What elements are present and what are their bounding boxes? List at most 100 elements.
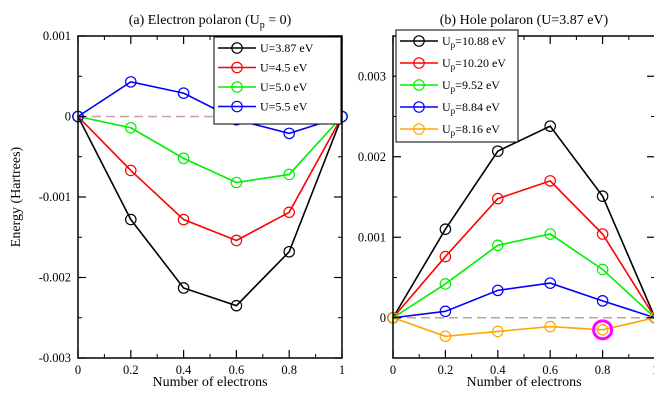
x-tick-label: 0.6 bbox=[542, 363, 558, 377]
data-point bbox=[230, 299, 243, 312]
legend-label: Up=9.52 eV bbox=[442, 78, 500, 94]
series-line-1 bbox=[77, 115, 343, 242]
panel-title-main: (a) Electron polaron (U bbox=[129, 13, 260, 28]
data-point bbox=[439, 278, 452, 290]
panel-title: (a) Electron polaron (Up = 0) bbox=[129, 13, 292, 31]
legend-label-subscript: p bbox=[451, 40, 456, 50]
data-point bbox=[283, 168, 295, 181]
data-point bbox=[596, 324, 609, 336]
data-point bbox=[439, 250, 452, 263]
legend-label-main: U=5.5 eV bbox=[260, 100, 308, 114]
x-axis-title: Number of electrons bbox=[466, 375, 581, 390]
legend-label-main: U=3.87 eV bbox=[260, 41, 314, 55]
legend-label-main: U=5.0 eV bbox=[260, 80, 308, 94]
legend-label-tail: =10.20 eV bbox=[455, 56, 506, 70]
series-line-2 bbox=[77, 115, 343, 184]
data-point bbox=[596, 263, 609, 276]
data-point bbox=[596, 228, 609, 240]
data-point bbox=[544, 120, 556, 132]
data-point bbox=[125, 76, 137, 88]
legend-label-tail: =8.16 eV bbox=[455, 122, 500, 136]
y-tick-label: 0.001 bbox=[43, 29, 71, 43]
highlight-circle bbox=[592, 319, 614, 341]
legend-sample-marker bbox=[413, 35, 425, 47]
y-tick-label: -0.001 bbox=[39, 190, 71, 204]
data-point bbox=[596, 190, 609, 202]
legend-box bbox=[395, 29, 519, 143]
data-point bbox=[125, 164, 137, 177]
legend-sample-marker bbox=[413, 79, 425, 91]
y-tick-label: -0.002 bbox=[39, 271, 71, 285]
legend-label-subscript: p bbox=[451, 128, 456, 138]
y-tick-label: -0.003 bbox=[39, 351, 71, 365]
data-point bbox=[544, 228, 556, 240]
legend-label: U=5.5 eV bbox=[260, 100, 308, 114]
data-point bbox=[230, 176, 243, 189]
chart-panel-0: 0 0.2 0.4 0.6 0.8 1 0.001 0 -0.001 -0.002 -0.003 (a… bbox=[9, 13, 348, 390]
x-tick-label: 0.4 bbox=[490, 363, 506, 377]
legend-sample-marker bbox=[231, 42, 243, 54]
data-point bbox=[125, 213, 137, 226]
chart-panel-1: 0 0.2 0.4 0.6 0.8 1 0.003 0.002 0.001 0 (b) Hole p… bbox=[358, 13, 654, 390]
x-tick-label: 0.6 bbox=[229, 363, 245, 377]
legend-label-main: U bbox=[442, 78, 451, 92]
panel-title-tail: = 0) bbox=[265, 13, 292, 28]
x-tick-label: 0 bbox=[75, 363, 81, 377]
series-line-3 bbox=[77, 81, 343, 135]
x-tick-label: 0 bbox=[390, 363, 396, 377]
data-point bbox=[177, 282, 190, 294]
y-tick-label: 0.002 bbox=[358, 150, 386, 164]
data-point bbox=[177, 87, 190, 99]
data-point bbox=[230, 234, 243, 247]
legend-label-subscript: p bbox=[451, 84, 456, 94]
legend-sample-marker bbox=[413, 101, 425, 113]
x-tick-label: 1 bbox=[339, 363, 345, 377]
x-tick-label: 0.4 bbox=[176, 363, 192, 377]
data-point bbox=[125, 121, 137, 134]
legend-label-subscript: p bbox=[451, 106, 456, 116]
x-tick-label: 0.2 bbox=[123, 363, 139, 377]
legend-label-main: U bbox=[442, 100, 451, 114]
legend-label-main: U bbox=[442, 56, 451, 70]
legend-label-main: U bbox=[442, 122, 451, 136]
x-tick-label: 0.2 bbox=[438, 363, 454, 377]
data-point bbox=[283, 245, 295, 258]
data-point bbox=[491, 145, 504, 157]
series-line-0 bbox=[77, 116, 343, 307]
panel-title: (b) Hole polaron (U=3.87 eV) bbox=[440, 13, 609, 28]
series-line-3 bbox=[392, 282, 654, 319]
legend-label: Up=10.88 eV bbox=[442, 34, 506, 50]
data-point bbox=[544, 175, 556, 187]
x-tick-label: 1 bbox=[652, 363, 654, 377]
data-point bbox=[491, 325, 504, 338]
x-tick-label: 0.8 bbox=[595, 363, 611, 377]
legend-label: Up=8.16 eV bbox=[442, 122, 500, 138]
panel-title-main: (b) Hole polaron (U=3.87 eV) bbox=[440, 13, 609, 28]
legend-sample-marker bbox=[413, 123, 425, 135]
x-tick-label: 0.8 bbox=[281, 363, 297, 377]
data-point bbox=[439, 223, 452, 235]
legend-label-tail: =10.88 eV bbox=[455, 34, 506, 48]
legend-label-main: U=4.5 eV bbox=[260, 61, 308, 75]
legend-label: U=5.0 eV bbox=[260, 80, 308, 94]
legend-sample-marker bbox=[231, 61, 243, 74]
data-point bbox=[491, 284, 504, 297]
y-tick-label: 0.003 bbox=[358, 69, 386, 83]
series-line-2 bbox=[392, 233, 654, 319]
legend-label-tail: =8.84 eV bbox=[455, 100, 500, 114]
legend-label: Up=10.20 eV bbox=[442, 56, 506, 72]
legend: U=3.87 eV U=4.5 eV U=5.0 eV U=5.5 eV bbox=[213, 36, 342, 125]
legend-sample-marker bbox=[231, 81, 243, 93]
data-point bbox=[544, 277, 556, 289]
y-tick-label: 0 bbox=[65, 110, 71, 124]
panel-title-subscript: p bbox=[260, 20, 265, 31]
data-point bbox=[439, 305, 452, 318]
data-point bbox=[491, 239, 504, 252]
series-line-4 bbox=[392, 316, 654, 338]
legend-label-tail: =9.52 eV bbox=[455, 78, 500, 92]
data-point bbox=[177, 213, 190, 226]
y-axis-title: Energy (Hartrees) bbox=[9, 146, 24, 247]
data-point bbox=[544, 320, 556, 333]
